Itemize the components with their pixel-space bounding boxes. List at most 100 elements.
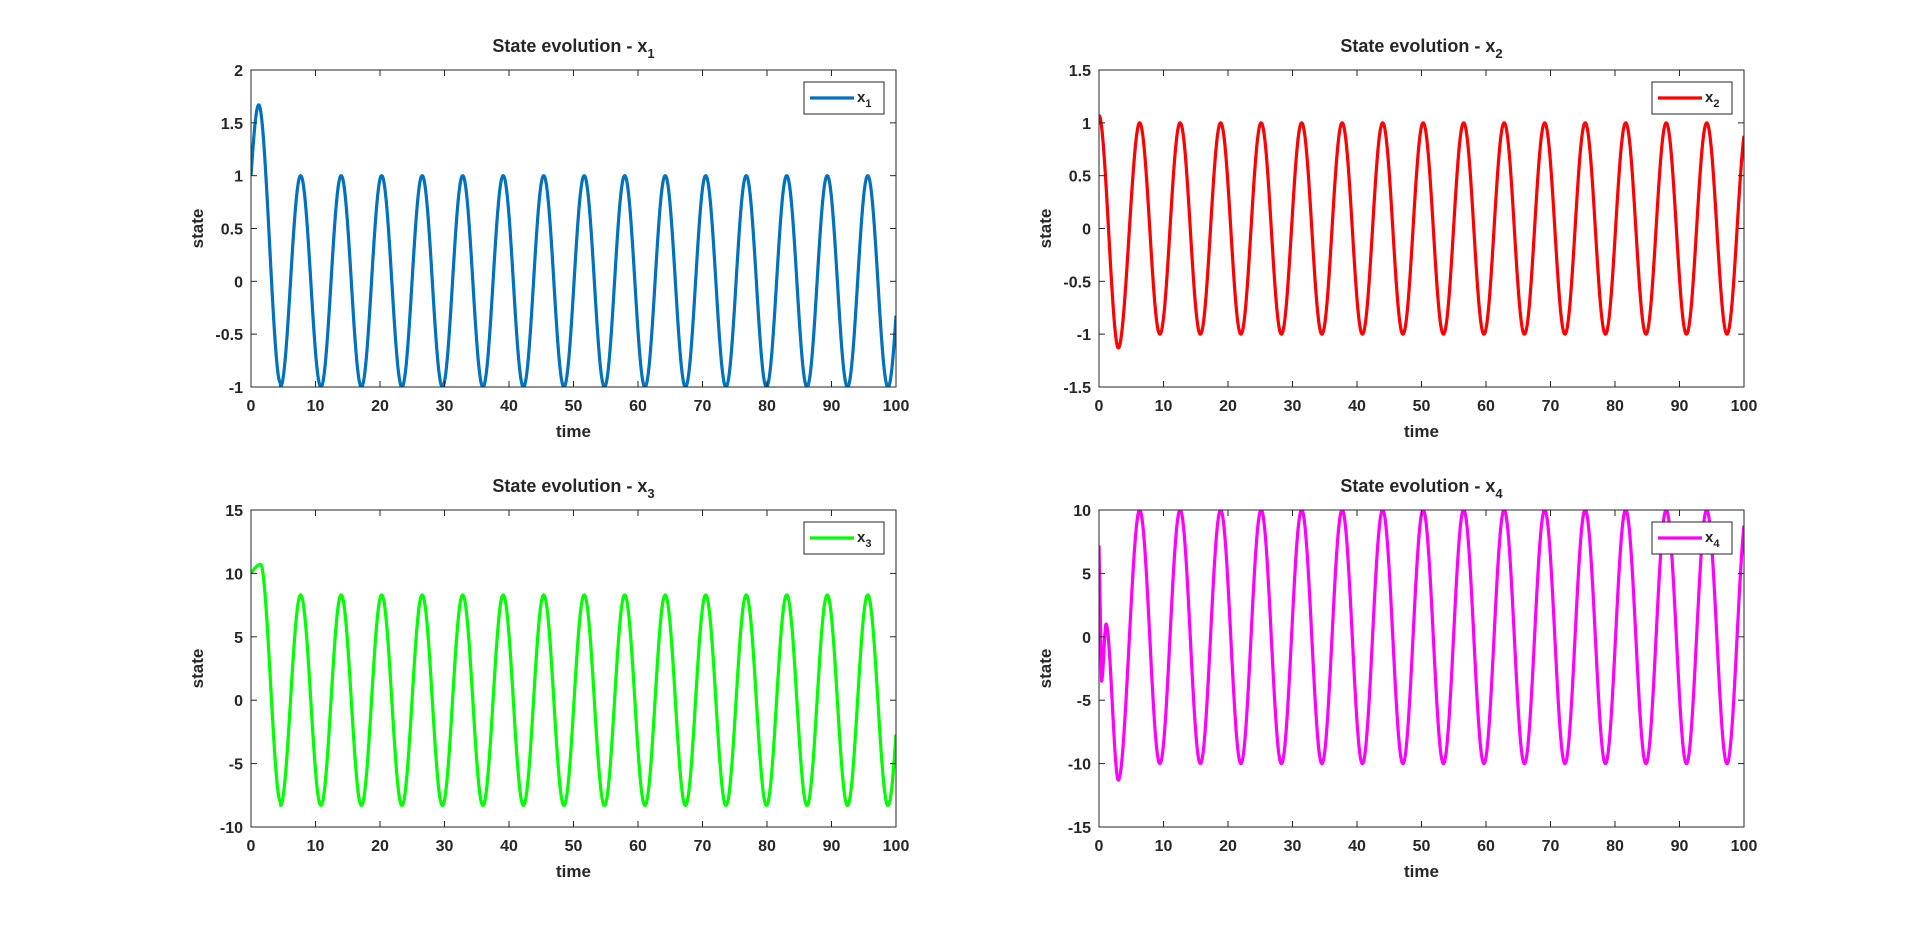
- legend-label-text: x: [1705, 529, 1714, 546]
- y-tick-label: 1.5: [1069, 63, 1091, 80]
- legend-label: x2: [1705, 89, 1719, 110]
- y-tick-label: -5: [1077, 693, 1091, 710]
- x-tick-label: 50: [565, 398, 583, 415]
- x-tick-label: 70: [1542, 398, 1560, 415]
- x-tick-label: 70: [694, 398, 712, 415]
- chart-title-subscript: 3: [647, 486, 654, 501]
- legend-label-subscript: 2: [1713, 98, 1719, 110]
- subplot-2: 0 10 20 30 40 50 60 70 80 90 100 -1.5 -1 -0.5 0 0.5 1 1.5…: [1036, 36, 1757, 441]
- x-tick-label: 50: [565, 838, 583, 855]
- y-tick-label: 5: [1082, 566, 1091, 583]
- x-tick-label: 100: [883, 398, 910, 415]
- y-axis-label: state: [1036, 209, 1055, 249]
- chart-title-text: State evolution - x: [1340, 36, 1495, 56]
- x-tick-label: 40: [1348, 398, 1366, 415]
- legend-label-text: x: [857, 89, 866, 106]
- x-tick-label: 60: [629, 398, 647, 415]
- legend-label-subscript: 4: [1713, 538, 1720, 550]
- x-tick-label: 40: [500, 838, 518, 855]
- x-tick-label: 10: [1155, 398, 1173, 415]
- x-tick-label: 30: [1284, 838, 1302, 855]
- y-tick-label: 0.5: [221, 222, 243, 239]
- chart-title: State evolution - x2: [1340, 36, 1502, 61]
- chart-title-subscript: 2: [1495, 46, 1502, 61]
- y-tick-label: 1: [1082, 116, 1091, 133]
- chart-title-text: State evolution - x: [492, 476, 647, 496]
- x-tick-label: 20: [1219, 838, 1237, 855]
- y-tick-label: 0: [234, 693, 243, 710]
- x-tick-label: 80: [758, 838, 776, 855]
- y-tick-label: 0: [1082, 222, 1091, 239]
- y-tick-label: -10: [1068, 757, 1091, 774]
- x-tick-label: 80: [758, 398, 776, 415]
- y-tick-label: -1.5: [1063, 380, 1091, 397]
- x-tick-label: 90: [1671, 838, 1689, 855]
- series-line: [1099, 114, 1744, 350]
- y-tick-label: 15: [225, 503, 243, 520]
- legend: x3: [803, 521, 885, 555]
- x-axis-label: time: [1404, 422, 1439, 441]
- y-tick-label: 0: [234, 274, 243, 291]
- y-tick-label: 1.5: [221, 116, 243, 133]
- x-tick-label: 90: [1671, 398, 1689, 415]
- y-tick-label: 0: [1082, 630, 1091, 647]
- chart-title-subscript: 1: [647, 46, 654, 61]
- x-tick-label: 100: [883, 838, 910, 855]
- x-tick-label: 20: [371, 838, 389, 855]
- x-axis-label: time: [556, 422, 591, 441]
- x-tick-label: 60: [629, 838, 647, 855]
- x-tick-label: 20: [371, 398, 389, 415]
- series-line: [251, 562, 896, 808]
- chart-title-subscript: 4: [1495, 486, 1503, 501]
- legend-label-subscript: 1: [865, 98, 871, 110]
- x-axis-label: time: [1404, 862, 1439, 881]
- x-tick-label: 90: [823, 838, 841, 855]
- x-axis-label: time: [556, 862, 591, 881]
- x-tick-label: 10: [307, 398, 325, 415]
- y-axis-label: state: [188, 209, 207, 249]
- chart-title-text: State evolution - x: [1340, 476, 1495, 496]
- x-tick-label: 70: [694, 838, 712, 855]
- x-tick-label: 70: [1542, 838, 1560, 855]
- y-tick-label: -10: [220, 820, 243, 837]
- chart-title: State evolution - x4: [1340, 476, 1503, 501]
- y-tick-label: 2: [234, 63, 243, 80]
- subplot-4: 0 10 20 30 40 50 60 70 80 90 100 -15 -10 -5 0 5 10 time st…: [1036, 476, 1757, 881]
- x-tick-label: 10: [1155, 838, 1173, 855]
- legend-label-text: x: [857, 529, 866, 546]
- chart-title-text: State evolution - x: [492, 36, 647, 56]
- legend-label: x1: [857, 89, 871, 110]
- x-tick-label: 30: [436, 398, 454, 415]
- plot-area: [1099, 70, 1744, 387]
- y-tick-label: 10: [225, 566, 243, 583]
- legend-label: x4: [1705, 529, 1720, 550]
- x-tick-label: 0: [247, 838, 256, 855]
- y-tick-label: -1: [229, 380, 243, 397]
- legend-label: x3: [857, 529, 871, 550]
- legend: x1: [803, 81, 885, 115]
- chart-title: State evolution - x1: [492, 36, 654, 61]
- x-tick-label: 60: [1477, 838, 1495, 855]
- x-tick-label: 100: [1731, 838, 1758, 855]
- plot-area: [1099, 510, 1744, 827]
- series-line: [251, 103, 896, 387]
- x-tick-label: 0: [1095, 398, 1104, 415]
- legend-label-subscript: 3: [865, 538, 871, 550]
- x-tick-label: 80: [1606, 838, 1624, 855]
- plot-area: [251, 70, 896, 387]
- chart-title: State evolution - x3: [492, 476, 654, 501]
- x-tick-label: 30: [436, 838, 454, 855]
- x-tick-label: 20: [1219, 398, 1237, 415]
- x-tick-label: 100: [1731, 398, 1758, 415]
- x-tick-label: 30: [1284, 398, 1302, 415]
- subplot-1: 0 10 20 30 40 50 60 70 80 90 100 -1 -0.5 0 0.5 1 1.5 2 tim…: [188, 36, 909, 441]
- x-tick-label: 40: [1348, 838, 1366, 855]
- legend: x4: [1651, 521, 1733, 555]
- subplot-3: 0 10 20 30 40 50 60 70 80 90 100 -10 -5 0 5 10 15 time sta…: [188, 476, 909, 881]
- x-tick-label: 60: [1477, 398, 1495, 415]
- x-tick-label: 10: [307, 838, 325, 855]
- plot-area: [251, 510, 896, 827]
- y-axis-label: state: [1036, 649, 1055, 689]
- legend: x2: [1651, 81, 1733, 115]
